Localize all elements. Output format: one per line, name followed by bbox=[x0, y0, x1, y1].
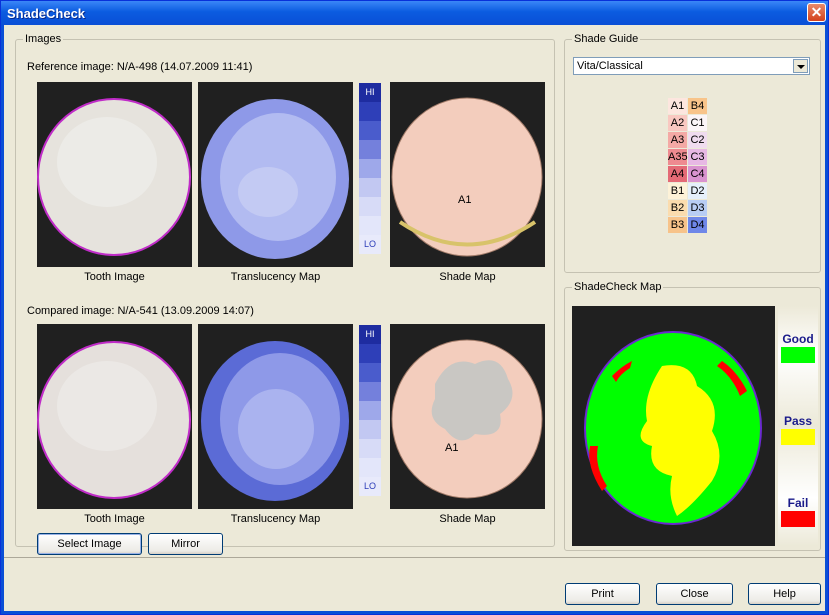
scale-lo-label: LO bbox=[363, 481, 376, 491]
shade-guide-grid: A1 B4 A2 C1 A3 C2 A35 C3 A4 C4 B1 D2 B2 … bbox=[668, 98, 708, 234]
print-button[interactable]: Print bbox=[565, 583, 640, 605]
shade-cell[interactable]: A3 bbox=[668, 132, 687, 148]
shade-cell[interactable]: B1 bbox=[668, 183, 687, 199]
shade-cell[interactable]: C2 bbox=[688, 132, 707, 148]
legend-fail-swatch bbox=[781, 511, 815, 527]
reference-image-label: Reference image: N/A-498 (14.07.2009 11:… bbox=[27, 61, 253, 73]
shade-guide-label: Shade Guide bbox=[572, 33, 641, 45]
legend-pass-swatch bbox=[781, 429, 815, 445]
shade-cell[interactable]: A2 bbox=[668, 115, 687, 131]
shade-cell[interactable]: D3 bbox=[688, 200, 707, 216]
shade-cell[interactable]: C1 bbox=[688, 115, 707, 131]
separator bbox=[4, 557, 825, 558]
compared-shade-map[interactable]: A1 bbox=[390, 324, 545, 509]
compared-translucency-caption: Translucency Map bbox=[230, 513, 321, 525]
images-group-label: Images bbox=[23, 33, 64, 45]
shade-cell[interactable]: D4 bbox=[688, 217, 707, 233]
shadecheck-map-image[interactable] bbox=[572, 306, 775, 546]
reference-tooth-image[interactable] bbox=[37, 82, 192, 267]
scale-hi-label: HI bbox=[365, 329, 375, 339]
reference-translucency-scale: HI LO bbox=[359, 83, 381, 254]
compared-tooth-svg bbox=[37, 341, 191, 499]
reference-shade-caption: Shade Map bbox=[439, 271, 496, 283]
reference-shade-map[interactable]: A1 bbox=[390, 82, 545, 267]
compared-tooth-image[interactable] bbox=[37, 324, 192, 509]
select-image-button[interactable]: Select Image bbox=[37, 533, 142, 555]
shadecheck-legend: Good Pass Fail bbox=[778, 306, 818, 546]
shade-cell[interactable]: B4 bbox=[688, 98, 707, 114]
compared-translucency-scale: HI LO bbox=[359, 325, 381, 496]
shadecheck-map-label: ShadeCheck Map bbox=[572, 281, 664, 293]
title-bar[interactable]: ShadeCheck ✕ bbox=[1, 1, 828, 25]
mirror-button[interactable]: Mirror bbox=[148, 533, 223, 555]
chevron-down-icon[interactable] bbox=[793, 59, 808, 73]
client-area: Images Reference image: N/A-498 (14.07.2… bbox=[4, 25, 825, 611]
scale-hi-label: HI bbox=[365, 87, 375, 97]
compared-image-label: Compared image: N/A-541 (13.09.2009 14:0… bbox=[27, 305, 254, 317]
shadecheck-map-group: ShadeCheck Map bbox=[564, 281, 821, 551]
compared-tooth-caption: Tooth Image bbox=[84, 513, 145, 525]
shade-cell[interactable]: A35 bbox=[668, 149, 688, 165]
shade-cell[interactable]: C4 bbox=[688, 166, 707, 182]
images-group: Images bbox=[15, 33, 555, 547]
compared-shade-label: A1 bbox=[445, 442, 459, 454]
legend-fail-label: Fail bbox=[787, 496, 809, 510]
close-window-button[interactable]: ✕ bbox=[807, 3, 826, 22]
window-title: ShadeCheck bbox=[7, 6, 86, 21]
shade-cell[interactable]: A1 bbox=[668, 98, 687, 114]
legend-pass-label: Pass bbox=[783, 414, 813, 428]
compared-shade-svg bbox=[391, 339, 543, 499]
shade-guide-group: Shade Guide bbox=[564, 33, 821, 273]
shade-guide-selected-value: Vita/Classical bbox=[577, 60, 643, 72]
shade-cell[interactable]: A4 bbox=[668, 166, 687, 182]
reference-shade-label: A1 bbox=[458, 194, 472, 206]
legend-good-label: Good bbox=[782, 332, 814, 346]
compared-shade-caption: Shade Map bbox=[439, 513, 496, 525]
shade-cell[interactable]: D2 bbox=[688, 183, 707, 199]
shade-cell[interactable]: B2 bbox=[668, 200, 687, 216]
shadecheck-map-svg bbox=[584, 331, 762, 525]
reference-shade-svg bbox=[391, 97, 543, 257]
close-button[interactable]: Close bbox=[656, 583, 733, 605]
reference-translucency-map[interactable] bbox=[198, 82, 353, 267]
close-icon: ✕ bbox=[810, 4, 823, 20]
help-button[interactable]: Help bbox=[748, 583, 821, 605]
shade-guide-select[interactable]: Vita/Classical bbox=[573, 57, 810, 75]
shade-cell[interactable]: C3 bbox=[688, 149, 707, 165]
compared-translucency-svg bbox=[201, 341, 349, 501]
reference-tooth-caption: Tooth Image bbox=[84, 271, 145, 283]
reference-translucency-svg bbox=[201, 99, 349, 259]
scale-lo-label: LO bbox=[363, 239, 376, 249]
reference-tooth-svg bbox=[37, 98, 191, 256]
compared-translucency-map[interactable] bbox=[198, 324, 353, 509]
reference-translucency-caption: Translucency Map bbox=[230, 271, 321, 283]
shade-cell[interactable]: B3 bbox=[668, 217, 687, 233]
legend-good-swatch bbox=[781, 347, 815, 363]
